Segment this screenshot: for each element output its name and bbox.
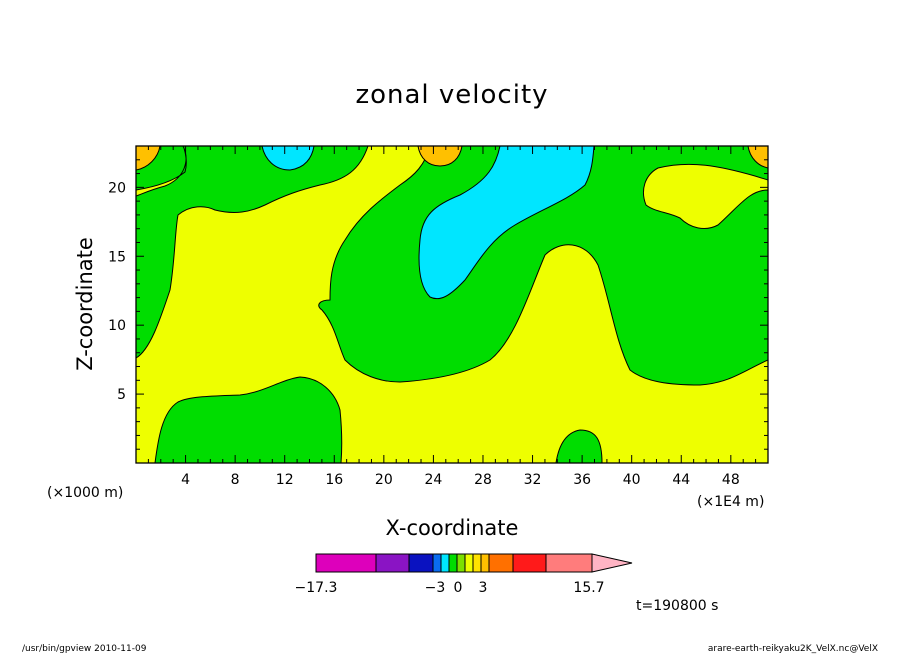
- x-tick-label: 8: [231, 472, 240, 488]
- colorbar-label-min: −17.3: [295, 580, 338, 596]
- colorbar-segment: [488, 553, 514, 573]
- colorbar-segment: [375, 553, 410, 573]
- y-axis-label: Z-coordinate: [73, 237, 97, 371]
- colorbar-label-zero: 0: [454, 580, 463, 596]
- x-tick-label: 16: [325, 472, 343, 488]
- chart-title: zonal velocity: [355, 80, 548, 110]
- colorbar-segment: [448, 553, 458, 573]
- colorbar-segment: [432, 553, 442, 573]
- colorbar-segment: [480, 553, 490, 573]
- region-cyan-top: [261, 146, 315, 171]
- region-cyan-center: [418, 146, 595, 300]
- colorbar-segment: [472, 553, 482, 573]
- x-tick-label: 36: [573, 472, 591, 488]
- region-orange-center: [417, 146, 463, 167]
- colorbar-extend-arrow: [591, 553, 633, 573]
- x-tick-label: 4: [181, 472, 190, 488]
- x-tick-label: 40: [623, 472, 641, 488]
- region-green-right: [318, 146, 768, 386]
- colorbar-segment: [512, 553, 547, 573]
- time-label: t=190800 s: [636, 598, 718, 614]
- x-unit-left: (×1000 m): [47, 485, 123, 501]
- colorbar-label-max: 15.7: [573, 580, 604, 596]
- x-tick-label: 48: [722, 472, 740, 488]
- region-orange-right: [747, 146, 768, 169]
- y-tick-label: 15: [108, 249, 126, 265]
- y-tick-label: 10: [108, 318, 126, 334]
- region-green-bottom-bump: [555, 429, 603, 463]
- colorbar-segment: [315, 553, 377, 573]
- x-unit-right: (×1E4 m): [697, 494, 764, 510]
- x-tick-label: 32: [524, 472, 542, 488]
- colorbar: [315, 553, 633, 573]
- colorbar-segment: [440, 553, 450, 573]
- colorbar-label-3: 3: [479, 580, 488, 596]
- plot-frame: [135, 145, 769, 464]
- colorbar-segment: [464, 553, 474, 573]
- colorbar-label-neg3: −3: [425, 580, 446, 596]
- y-tick-label: 5: [117, 387, 126, 403]
- colorbar-segment: [408, 553, 434, 573]
- colorbar-segment: [456, 553, 466, 573]
- x-tick-label: 12: [276, 472, 294, 488]
- footer-left: /usr/bin/gpview 2010-11-09: [22, 644, 147, 654]
- x-tick-label: 28: [474, 472, 492, 488]
- x-axis-label: X-coordinate: [386, 516, 519, 540]
- footer-right: arare-earth-reikyaku2K_VelX.nc@VelX: [708, 644, 878, 654]
- y-tick-label: 20: [108, 180, 126, 196]
- x-tick-label: 24: [424, 472, 442, 488]
- colorbar-labels: −17.3 −3 0 3 15.7: [295, 580, 605, 596]
- x-tick-label: 20: [375, 472, 393, 488]
- region-green-upper: [136, 146, 369, 359]
- colorbar-segment: [545, 553, 593, 573]
- x-tick-label: 44: [672, 472, 690, 488]
- region-green-lower-left: [154, 376, 343, 463]
